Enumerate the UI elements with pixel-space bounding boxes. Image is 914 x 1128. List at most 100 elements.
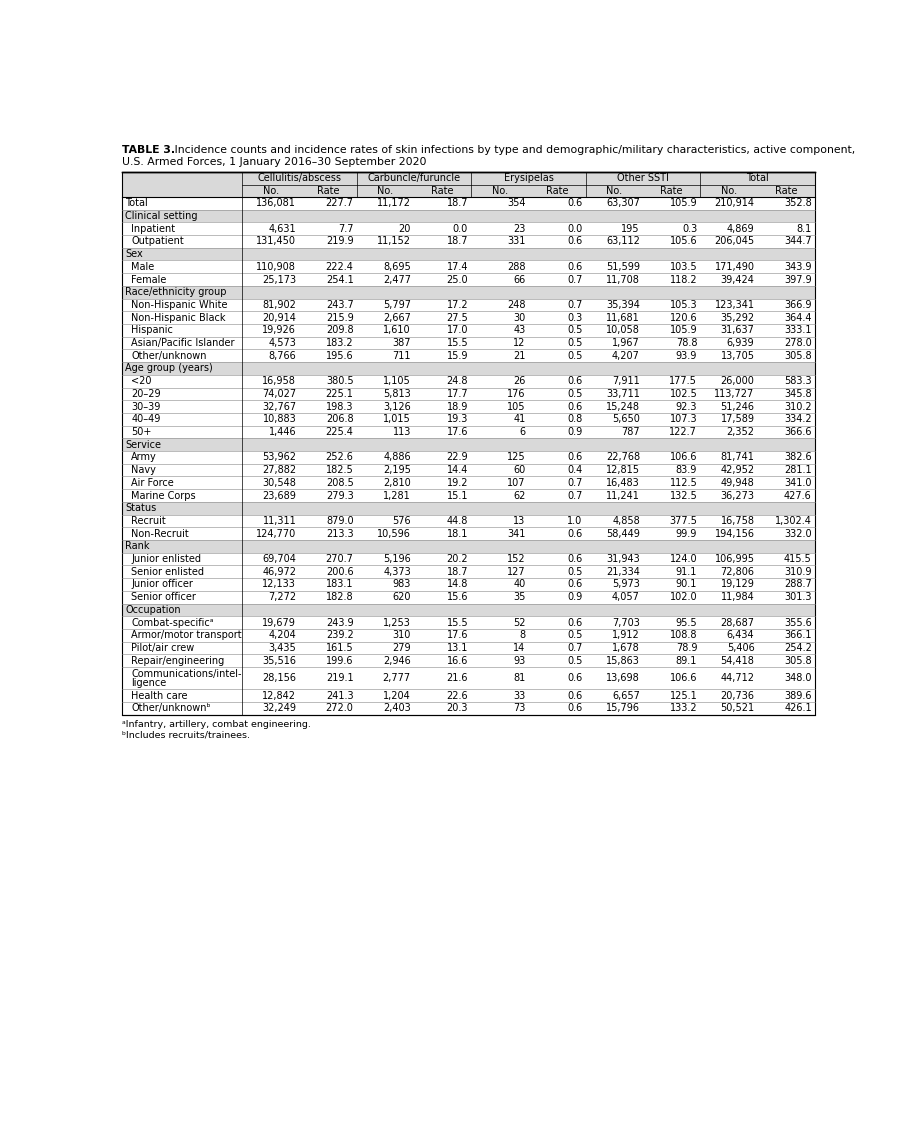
Text: 8.1: 8.1 [796, 223, 812, 233]
Text: 352.8: 352.8 [784, 199, 812, 209]
Text: 66: 66 [513, 274, 526, 284]
Text: 152: 152 [506, 554, 526, 564]
Text: 366.1: 366.1 [784, 631, 812, 641]
Text: ligence: ligence [132, 678, 166, 688]
Text: 105: 105 [507, 402, 526, 412]
Text: Communications/intel-: Communications/intel- [132, 669, 242, 679]
Text: 6,657: 6,657 [612, 690, 640, 700]
Text: 17.4: 17.4 [447, 262, 468, 272]
Text: 310: 310 [392, 631, 410, 641]
Text: 30–39: 30–39 [132, 402, 161, 412]
Text: Occupation: Occupation [125, 605, 181, 615]
Text: 16,958: 16,958 [262, 376, 296, 386]
Bar [122, 591, 815, 603]
Text: 5,650: 5,650 [612, 414, 640, 424]
Text: 21: 21 [513, 351, 526, 361]
Text: 132.5: 132.5 [669, 491, 697, 501]
Text: 18.1: 18.1 [447, 529, 468, 539]
Text: 210,914: 210,914 [715, 199, 754, 209]
Text: 40: 40 [513, 580, 526, 590]
Text: 69,704: 69,704 [262, 554, 296, 564]
Text: 133.2: 133.2 [670, 704, 697, 713]
Text: 93: 93 [513, 655, 526, 666]
Text: No.: No. [721, 186, 737, 196]
Text: 7.7: 7.7 [338, 223, 354, 233]
Text: Non-Hispanic Black: Non-Hispanic Black [132, 312, 226, 323]
Text: 194,156: 194,156 [715, 529, 754, 539]
Text: 0.6: 0.6 [568, 529, 582, 539]
Text: 576: 576 [392, 515, 410, 526]
Text: 7,272: 7,272 [268, 592, 296, 602]
Text: 0.5: 0.5 [568, 338, 582, 349]
Text: 199.6: 199.6 [326, 655, 354, 666]
Text: 20.2: 20.2 [447, 554, 468, 564]
Text: 4,204: 4,204 [269, 631, 296, 641]
Text: 14: 14 [513, 643, 526, 653]
Text: Non-Recruit: Non-Recruit [132, 529, 189, 539]
Text: 348.0: 348.0 [784, 673, 812, 684]
Text: 81,902: 81,902 [262, 300, 296, 310]
Text: Other SSTI: Other SSTI [617, 174, 669, 183]
Text: 227.7: 227.7 [325, 199, 354, 209]
Text: 427.6: 427.6 [784, 491, 812, 501]
Text: 17,589: 17,589 [720, 414, 754, 424]
Text: 7,703: 7,703 [612, 617, 640, 627]
Text: 288: 288 [507, 262, 526, 272]
Text: 33,711: 33,711 [606, 389, 640, 399]
Text: 341: 341 [507, 529, 526, 539]
Text: 19.2: 19.2 [447, 478, 468, 487]
Text: 279: 279 [392, 643, 410, 653]
Text: 113,727: 113,727 [714, 389, 754, 399]
Text: 22,768: 22,768 [606, 452, 640, 462]
Text: 23: 23 [513, 223, 526, 233]
Text: 33: 33 [513, 690, 526, 700]
Bar [122, 451, 815, 464]
Text: 248: 248 [507, 300, 526, 310]
Text: 18.9: 18.9 [447, 402, 468, 412]
Text: 583.3: 583.3 [784, 376, 812, 386]
Text: 213.3: 213.3 [326, 529, 354, 539]
Text: Rank: Rank [125, 541, 150, 552]
Text: 72,806: 72,806 [720, 566, 754, 576]
Text: 787: 787 [622, 428, 640, 437]
Text: 32,767: 32,767 [262, 402, 296, 412]
Text: 13,705: 13,705 [720, 351, 754, 361]
Text: 2,352: 2,352 [727, 428, 754, 437]
Text: 32,249: 32,249 [262, 704, 296, 713]
Text: 13.1: 13.1 [447, 643, 468, 653]
Text: 382.6: 382.6 [784, 452, 812, 462]
Text: 8,695: 8,695 [383, 262, 410, 272]
Text: 17.0: 17.0 [447, 325, 468, 335]
Bar [122, 540, 815, 553]
Text: Status: Status [125, 503, 156, 513]
Text: 14.8: 14.8 [447, 580, 468, 590]
Text: Male: Male [132, 262, 154, 272]
Text: 3,435: 3,435 [269, 643, 296, 653]
Text: 95.5: 95.5 [675, 617, 697, 627]
Bar [122, 350, 815, 362]
Text: 17.6: 17.6 [447, 428, 468, 437]
Text: 15.1: 15.1 [447, 491, 468, 501]
Text: 11,172: 11,172 [377, 199, 410, 209]
Text: 5,797: 5,797 [383, 300, 410, 310]
Text: 225.4: 225.4 [325, 428, 354, 437]
Text: 12,815: 12,815 [606, 465, 640, 475]
Text: 0.8: 0.8 [568, 414, 582, 424]
Text: 279.3: 279.3 [325, 491, 354, 501]
Text: Navy: Navy [132, 465, 156, 475]
Text: 125.1: 125.1 [669, 690, 697, 700]
Text: 105.9: 105.9 [670, 199, 697, 209]
Text: 40–49: 40–49 [132, 414, 161, 424]
Text: 25,173: 25,173 [262, 274, 296, 284]
Text: 225.1: 225.1 [325, 389, 354, 399]
Text: 52: 52 [513, 617, 526, 627]
Text: 620: 620 [392, 592, 410, 602]
Text: Health care: Health care [132, 690, 187, 700]
Text: 10,596: 10,596 [377, 529, 410, 539]
Bar [122, 476, 815, 490]
Text: 11,241: 11,241 [606, 491, 640, 501]
Text: 198.3: 198.3 [326, 402, 354, 412]
Text: 243.9: 243.9 [326, 617, 354, 627]
Text: 206,045: 206,045 [715, 237, 754, 246]
Text: 27.5: 27.5 [446, 312, 468, 323]
